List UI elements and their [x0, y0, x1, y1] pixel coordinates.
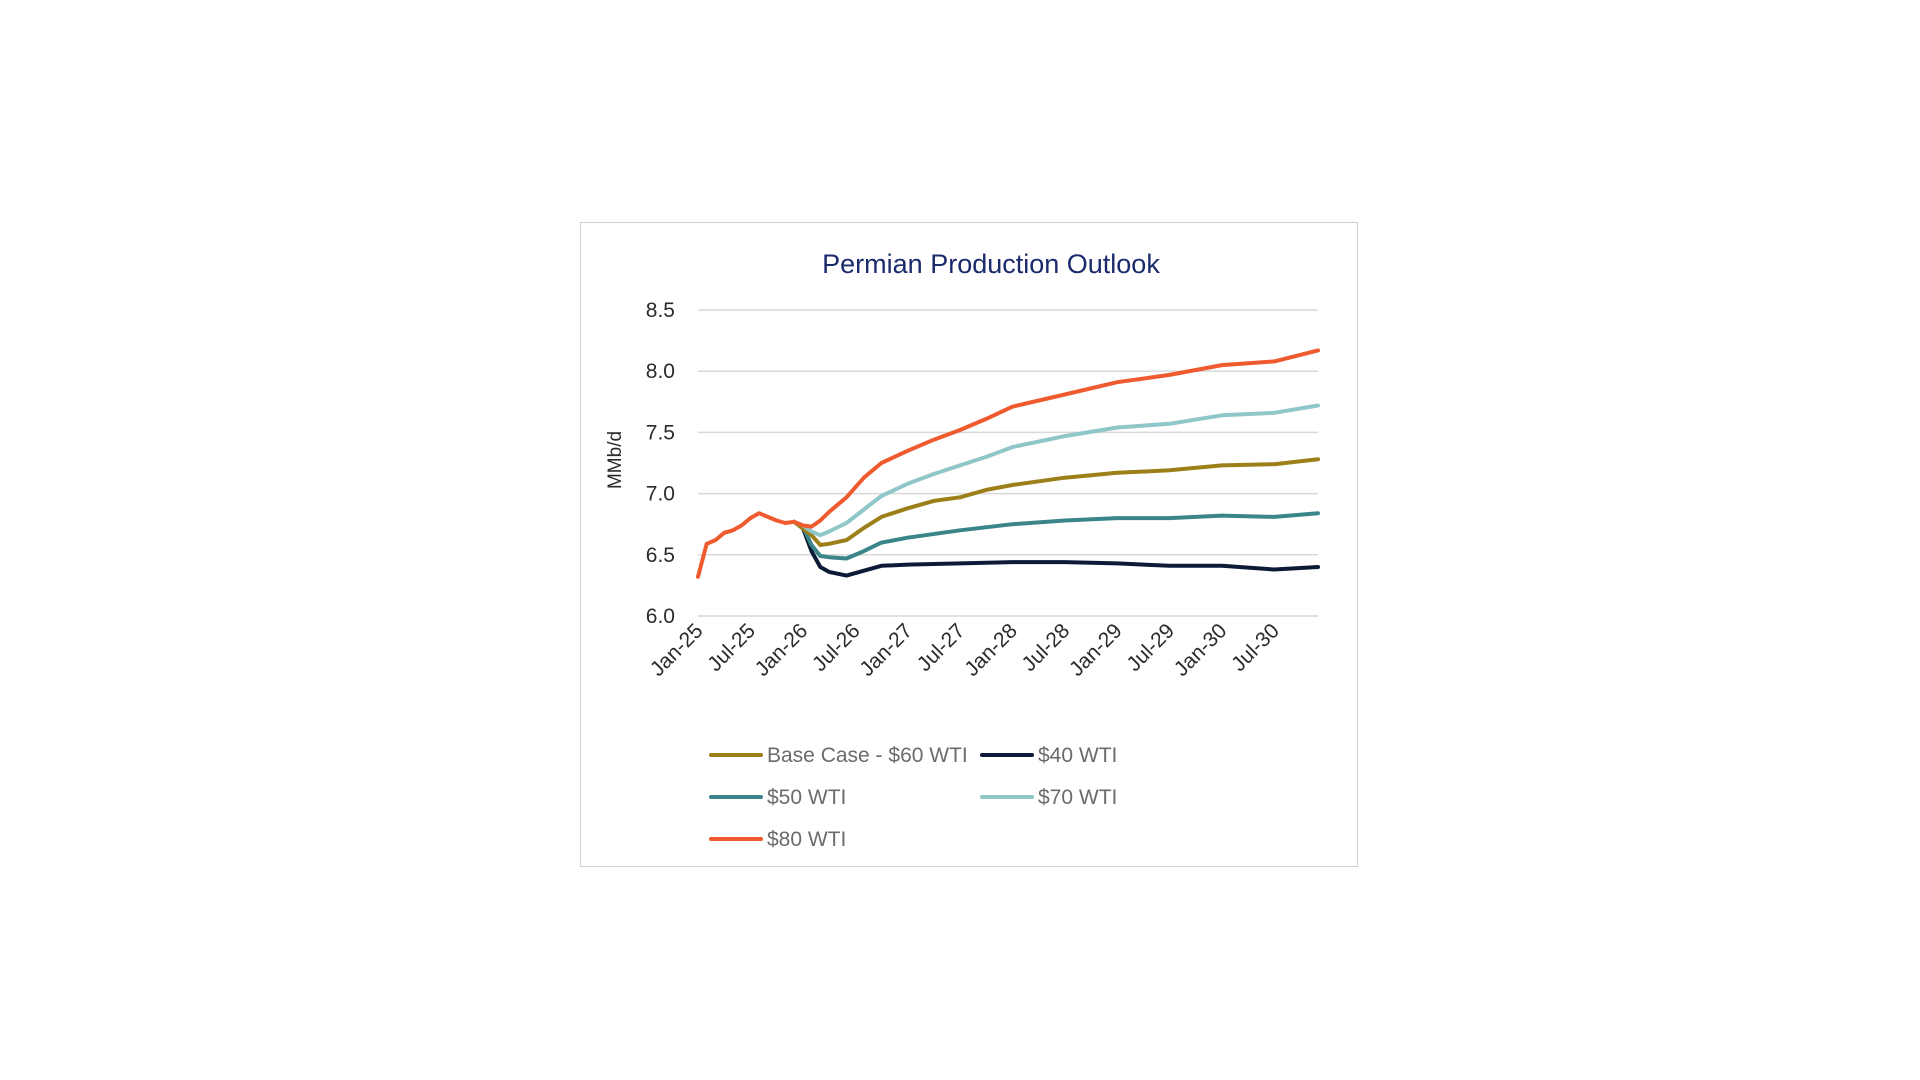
- y-tick-label: 8.5: [646, 299, 675, 322]
- x-tick-label: Jan-25: [646, 619, 708, 681]
- series-line-80-wti: [792, 348, 1320, 529]
- x-tick-label: Jan-26: [751, 619, 813, 681]
- x-tick-label: Jul-25: [703, 619, 760, 676]
- y-tick-label: 7.5: [646, 421, 675, 444]
- legend-label: $50 WTI: [767, 786, 846, 809]
- x-tick-label: Jul-26: [808, 619, 865, 676]
- series-line-70-wti: [792, 403, 1320, 538]
- x-tick-label: Jul-28: [1018, 619, 1075, 676]
- chart-frame: Permian Production Outlook 6.0 6.5 7.0 7.5 8…: [580, 222, 1358, 867]
- series-line-50-wti: [792, 511, 1320, 561]
- chart-title: Permian Production Outlook: [822, 249, 1160, 279]
- legend-label: Base Case - $60 WTI: [767, 744, 968, 767]
- x-tick-label: Jul-30: [1227, 619, 1284, 676]
- y-axis-ticks: 6.0 6.5 7.0 7.5 8.0 8.5: [646, 299, 675, 628]
- legend-label: $70 WTI: [1038, 786, 1117, 809]
- legend-label: $40 WTI: [1038, 744, 1117, 767]
- series-line-history: [696, 511, 797, 579]
- x-axis-ticks: Jan-25Jul-25Jan-26Jul-26Jan-27Jul-27Jan-…: [646, 619, 1284, 681]
- x-tick-label: Jan-28: [960, 619, 1022, 681]
- x-tick-label: Jan-30: [1170, 619, 1232, 681]
- series-line-base-case-60-wti: [792, 457, 1320, 547]
- y-tick-label: 7.0: [646, 483, 675, 506]
- chart-svg: Permian Production Outlook 6.0 6.5 7.0 7.5 8…: [605, 249, 1320, 851]
- y-axis-title: MMb/d: [605, 431, 626, 489]
- x-tick-label: Jan-27: [855, 619, 917, 681]
- x-tick-label: Jul-29: [1122, 619, 1179, 676]
- legend-label: $80 WTI: [767, 828, 846, 851]
- x-tick-label: Jan-29: [1065, 619, 1127, 681]
- y-tick-label: 8.0: [646, 360, 675, 383]
- y-tick-label: 6.5: [646, 544, 675, 567]
- legend: Base Case - $60 WTI $40 WTI $50 WTI $70 WTI…: [709, 744, 1117, 851]
- x-tick-label: Jul-27: [913, 619, 970, 676]
- series-lines: [696, 348, 1320, 579]
- series-line-40-wti: [792, 519, 1320, 578]
- y-tick-label: 6.0: [646, 605, 675, 628]
- gridlines: [698, 309, 1318, 617]
